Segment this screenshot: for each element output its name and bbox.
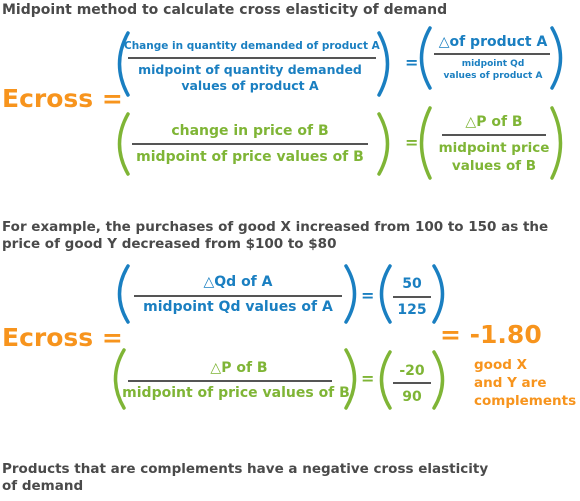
right-paren	[377, 112, 390, 176]
heading: Midpoint method to calculate cross elast…	[2, 2, 448, 18]
left-paren	[113, 348, 126, 410]
example-equals-sign-1: =	[361, 286, 375, 305]
den-short-denominator-line1: midpoint price	[438, 140, 550, 156]
left-paren	[117, 112, 130, 176]
right-paren	[432, 264, 445, 324]
left-paren	[419, 106, 432, 180]
example-num-denominator: midpoint Qd values of A	[143, 299, 333, 315]
example-num-value-denominator: 125	[397, 302, 427, 318]
num-short-denominator-line1: midpoint Qd	[461, 59, 525, 69]
example-result: = -1.80	[440, 320, 542, 349]
example-den-denominator: midpoint of price values of B	[122, 385, 350, 401]
right-paren	[344, 264, 357, 324]
ecross-label: Ecross =	[2, 84, 123, 113]
example-den-value-bar	[393, 382, 431, 384]
example-den-numerator: △P of B	[210, 360, 268, 376]
num-fraction-denominator-line2: values of product A	[181, 78, 319, 93]
num-fraction-numerator: Change in quantity demanded of product A	[124, 40, 380, 52]
result-note-line2: and Y are	[474, 375, 547, 391]
right-paren	[432, 350, 445, 410]
example-den-value-denominator: 90	[402, 389, 422, 405]
left-paren	[419, 26, 432, 90]
conclusion-line1: Products that are complements have a neg…	[2, 461, 489, 477]
example-intro-line1: For example, the purchases of good X inc…	[2, 219, 549, 235]
right-paren	[550, 26, 563, 90]
example-num-value-numerator: 50	[402, 276, 422, 292]
left-paren	[379, 264, 392, 324]
left-paren	[379, 350, 392, 410]
num-short-bar	[434, 53, 550, 55]
conclusion-line2: of demand	[2, 478, 84, 494]
equals-sign-1: =	[405, 53, 419, 72]
example-intro-line2: price of good Y decreased from $100 to $…	[2, 236, 337, 252]
result-note-line3: complements	[474, 393, 577, 409]
den-fraction-numerator: change in price of B	[171, 123, 329, 139]
den-fraction-bar	[132, 143, 368, 145]
num-short-numerator: △of product A	[438, 34, 548, 50]
num-short-denominator-line2: values of product A	[443, 71, 543, 81]
example-den-bar	[128, 380, 332, 382]
den-short-bar	[442, 134, 546, 136]
equals-sign-2: =	[405, 133, 419, 152]
left-paren	[117, 264, 130, 324]
num-fraction-denominator-line1: midpoint of quantity demanded	[138, 62, 362, 77]
den-short-denominator-line2: values of B	[451, 158, 537, 174]
result-note-line1: good X	[474, 357, 527, 373]
example-equals-sign-2: =	[361, 369, 375, 388]
example-den-value-numerator: -20	[399, 363, 425, 379]
example-num-bar	[134, 295, 342, 297]
right-paren	[344, 348, 357, 410]
right-paren	[550, 106, 563, 180]
den-fraction-denominator: midpoint of price values of B	[136, 149, 364, 165]
den-short-numerator: △P of B	[465, 114, 523, 130]
example-num-numerator: △Qd of A	[203, 274, 273, 290]
right-paren	[377, 31, 390, 97]
left-paren	[117, 31, 130, 97]
num-fraction-bar	[128, 57, 376, 59]
example-num-value-bar	[393, 296, 431, 298]
ecross-example-label: Ecross =	[2, 323, 123, 352]
